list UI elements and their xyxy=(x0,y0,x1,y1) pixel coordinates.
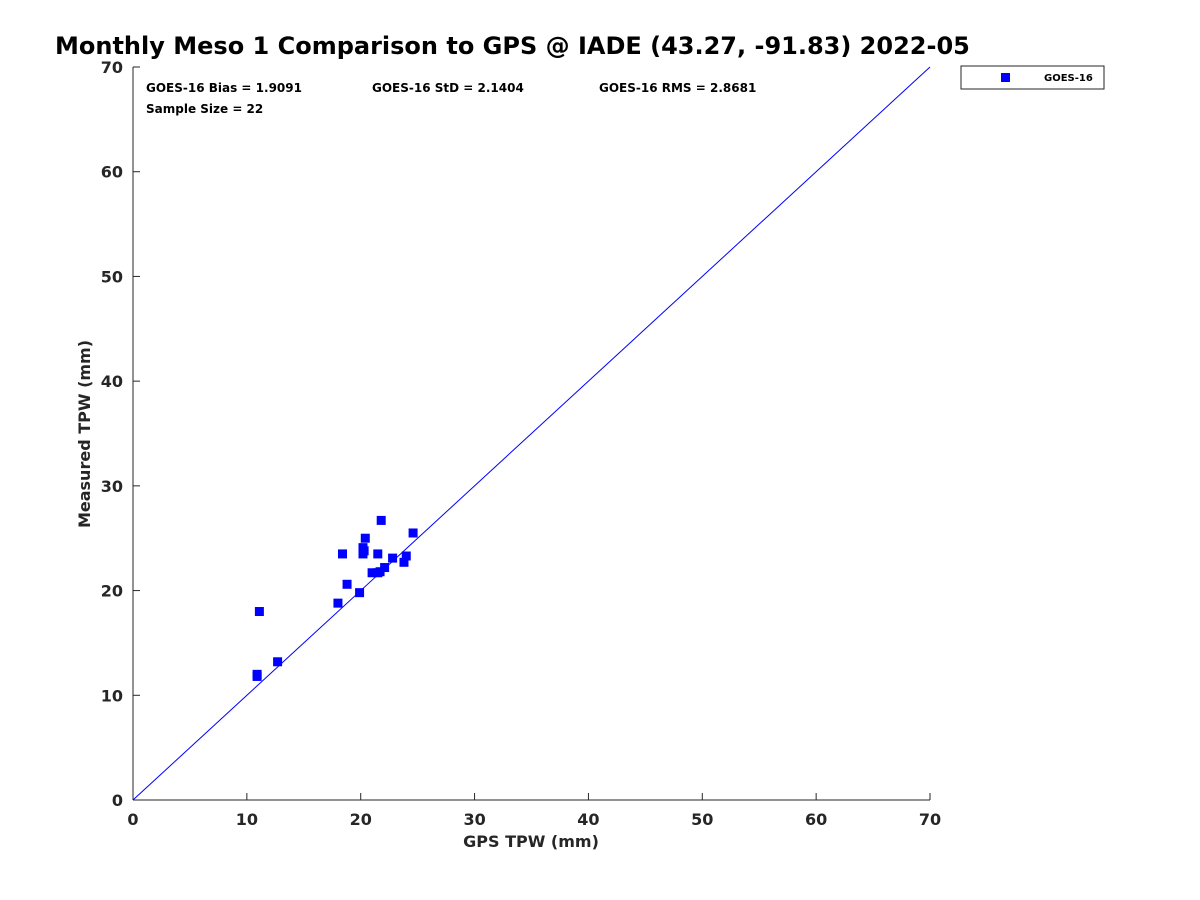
legend: GOES-16 xyxy=(960,65,1105,90)
x-tick-label: 60 xyxy=(805,810,827,829)
stat-sample-size: Sample Size = 22 xyxy=(146,102,263,116)
x-tick-label: 50 xyxy=(691,810,713,829)
data-point xyxy=(333,598,343,608)
chart-title: Monthly Meso 1 Comparison to GPS @ IADE … xyxy=(55,32,970,60)
y-tick-label: 60 xyxy=(101,163,123,182)
y-ticks: 0 10 20 30 40 50 60 70 xyxy=(101,58,140,810)
y-tick-label: 70 xyxy=(101,58,123,77)
data-point xyxy=(399,557,409,567)
x-axis-label: GPS TPW (mm) xyxy=(463,832,599,851)
data-point xyxy=(337,549,347,559)
data-point xyxy=(367,568,377,578)
data-point xyxy=(355,588,365,598)
legend-label-goes-16: GOES-16 xyxy=(1044,73,1093,84)
stat-bias: GOES-16 Bias = 1.9091 xyxy=(146,81,302,95)
one-to-one-line xyxy=(132,66,931,801)
data-point xyxy=(408,528,418,538)
points-layer xyxy=(252,515,418,681)
data-point xyxy=(359,546,369,556)
x-tick-label: 70 xyxy=(919,810,941,829)
y-tick-label: 30 xyxy=(101,477,123,496)
stat-std: GOES-16 StD = 2.1404 xyxy=(372,81,524,95)
y-axis-label: Measured TPW (mm) xyxy=(75,340,94,528)
y-tick-label: 0 xyxy=(112,791,123,810)
x-tick-label: 10 xyxy=(236,810,258,829)
data-point xyxy=(373,549,383,559)
data-point xyxy=(375,567,385,577)
y-tick-label: 20 xyxy=(101,582,123,601)
x-tick-label: 40 xyxy=(577,810,599,829)
reference-line-layer xyxy=(132,66,931,801)
legend-box xyxy=(960,65,1105,90)
data-point xyxy=(380,563,390,573)
legend-marker xyxy=(1001,73,1010,82)
data-point xyxy=(376,515,386,525)
x-tick-label: 30 xyxy=(463,810,485,829)
data-point xyxy=(252,669,262,679)
data-point xyxy=(254,607,264,617)
stat-rms: GOES-16 RMS = 2.8681 xyxy=(599,81,756,95)
x-ticks: 0 10 20 30 40 50 60 70 xyxy=(127,793,941,829)
y-tick-label: 50 xyxy=(101,267,123,286)
plot-area xyxy=(132,67,930,801)
y-tick-label: 40 xyxy=(101,372,123,391)
data-point xyxy=(388,553,398,563)
x-tick-label: 0 xyxy=(127,810,138,829)
x-tick-label: 20 xyxy=(350,810,372,829)
data-point xyxy=(360,533,370,543)
data-point xyxy=(273,657,283,667)
data-point xyxy=(342,579,352,589)
y-tick-label: 10 xyxy=(101,686,123,705)
stats-annotations: GOES-16 Bias = 1.9091 GOES-16 StD = 2.14… xyxy=(146,81,756,116)
data-point xyxy=(401,551,411,561)
